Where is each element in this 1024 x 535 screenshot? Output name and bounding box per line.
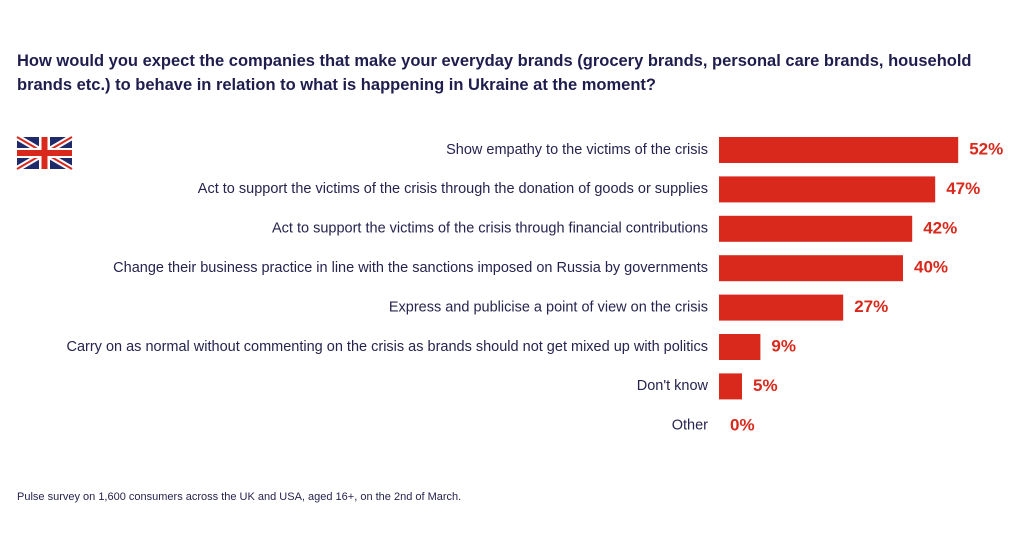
value-label: 52% [969,139,1003,158]
value-label: 27% [854,297,888,316]
value-label: 5% [753,376,778,395]
bar [719,334,761,360]
bar [719,255,903,282]
bar [719,373,742,400]
bar [719,294,844,321]
category-label: Show empathy to the victims of the crisi… [446,142,708,158]
bar [719,176,936,203]
uk-flag [15,134,74,172]
category-label: Change their business practice in line w… [113,260,708,276]
value-label: 9% [771,336,796,355]
value-label: 0% [730,415,755,434]
bar [719,137,959,163]
footnote: Pulse survey on 1,600 consumers across t… [17,491,461,503]
category-label: Act to support the victims of the crisis… [198,181,708,197]
category-label: Other [672,418,708,434]
category-label: Carry on as normal without commenting on… [66,339,708,355]
chart-title: How would you expect the companies that … [17,52,972,94]
bar [719,215,913,242]
category-label: Act to support the victims of the crisis… [272,221,708,237]
category-label: Express and publicise a point of view on… [389,299,708,315]
value-label: 40% [914,258,948,277]
value-label: 42% [923,218,957,237]
category-label: Don't know [637,378,709,394]
value-label: 47% [946,179,980,198]
